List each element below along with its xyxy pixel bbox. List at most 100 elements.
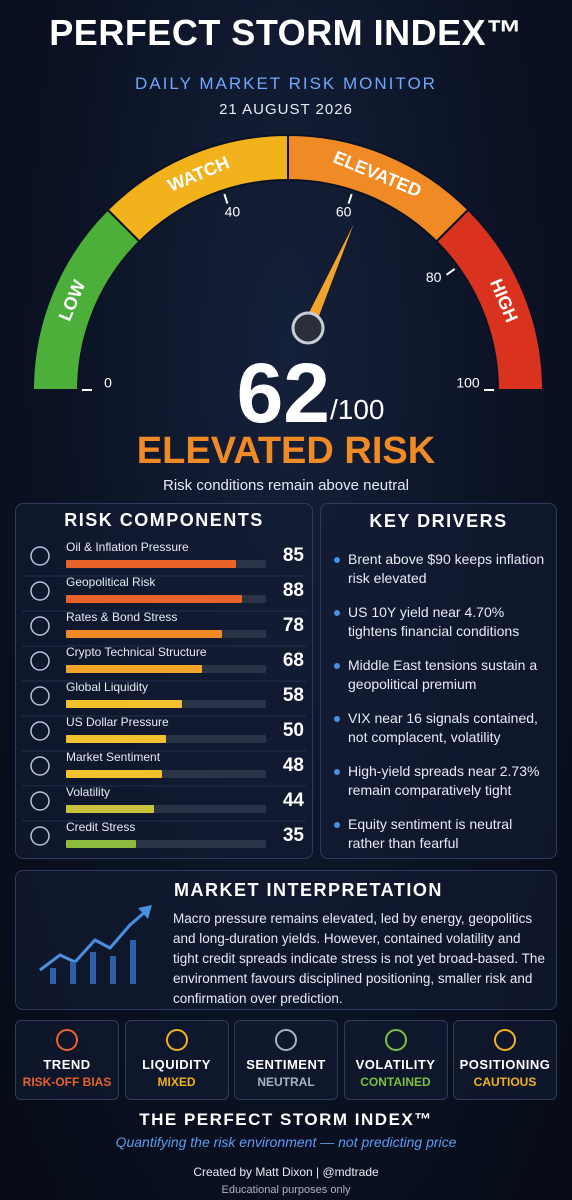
gauge-zone	[435, 208, 545, 391]
caption: Risk conditions remain above neutral	[163, 477, 409, 494]
driver-bullet	[334, 716, 340, 722]
interpretation-text: Macro pressure remains elevated, led by …	[173, 911, 545, 1006]
date: 21 AUGUST 2026	[219, 101, 353, 118]
component-icon	[30, 616, 50, 636]
tile-label: LIQUIDITY	[142, 1057, 211, 1072]
tile-icon	[56, 1029, 78, 1051]
gauge-tick-label: 100	[456, 375, 480, 391]
interpretation-title: MARKET INTERPRETATION	[174, 880, 443, 900]
component-label: Credit Stress	[66, 820, 135, 834]
driver-text: Brent above $90 keeps inflation risk ele…	[348, 551, 545, 586]
score-scale: /100	[330, 394, 385, 425]
tile-status: CAUTIOUS	[473, 1075, 537, 1089]
component-icon	[30, 826, 50, 846]
component-label: Geopolitical Risk	[66, 575, 156, 589]
footer-disclaimer: Educational purposes only	[221, 1184, 351, 1196]
trend-bars	[50, 940, 136, 984]
component-value: 48	[283, 755, 304, 776]
driver-text: Middle East tensions sustain a geopoliti…	[348, 657, 538, 692]
score: 62	[236, 346, 330, 440]
footer-title: THE PERFECT STORM INDEX™	[139, 1110, 433, 1129]
driver-text: High-yield spreads near 2.73% remain com…	[348, 763, 540, 798]
tile-icon-shape	[56, 1029, 78, 1051]
driver-bullet	[334, 769, 340, 775]
tile-status: NEUTRAL	[257, 1075, 315, 1089]
trend-arrow	[138, 905, 152, 919]
component-icon	[30, 721, 50, 741]
status-tile: LIQUIDITY MIXED	[124, 1020, 229, 1100]
drivers-title: KEY DRIVERS	[369, 511, 508, 531]
status-tile: POSITIONING CAUTIOUS	[453, 1020, 557, 1100]
component-bar	[66, 665, 202, 673]
tile-status: MIXED	[157, 1075, 196, 1089]
component-label: Rates & Bond Stress	[66, 610, 177, 624]
gauge-tick-label: 40	[225, 204, 241, 220]
component-value: 85	[283, 545, 305, 566]
tile-icon	[384, 1029, 407, 1051]
driver-bullet	[334, 663, 340, 669]
component-icon	[30, 756, 50, 776]
trend-illustration	[39, 905, 152, 984]
driver-bullet	[334, 610, 340, 616]
tile-icon-shape	[494, 1029, 516, 1051]
status-tile: SENTIMENT NEUTRAL	[234, 1020, 338, 1100]
component-bar	[66, 735, 166, 743]
component-icon	[30, 651, 50, 671]
gauge-pivot	[291, 311, 325, 345]
component-bar	[66, 595, 242, 603]
footer-tagline: Quantifying the risk environment — not p…	[115, 1134, 457, 1150]
component-icon	[30, 791, 50, 811]
gauge-tick-label: 80	[426, 269, 442, 285]
driver-bullet	[334, 822, 340, 828]
tile-status: CONTAINED	[360, 1075, 431, 1089]
component-icon	[30, 581, 50, 601]
status: ELEVATED RISK	[136, 430, 436, 472]
gauge-tick	[445, 268, 456, 276]
gauge-tick-label: 0	[104, 375, 112, 391]
tile-label: VOLATILITY	[355, 1057, 436, 1072]
component-bar	[66, 630, 222, 638]
tile-icon	[165, 1029, 188, 1051]
component-label: Crypto Technical Structure	[66, 645, 207, 659]
tile-icon	[275, 1029, 297, 1051]
component-bar	[66, 770, 162, 778]
title: PERFECT STORM INDEX™	[49, 12, 523, 53]
tile-icon-shape	[165, 1029, 188, 1051]
subtitle: DAILY MARKET RISK MONITOR	[135, 74, 437, 93]
trend-line	[39, 910, 146, 972]
component-value: 68	[283, 650, 304, 671]
gauge-needle	[302, 224, 354, 331]
component-bar	[66, 805, 154, 813]
component-value: 78	[283, 615, 304, 636]
gauge-tick-label: 60	[336, 204, 352, 220]
footer-credit: Created by Matt Dixon | @mdtrade	[193, 1165, 379, 1179]
component-value: 44	[283, 790, 305, 811]
component-value: 35	[283, 825, 305, 846]
component-label: Oil & Inflation Pressure	[66, 540, 189, 554]
component-label: US Dollar Pressure	[66, 715, 169, 729]
driver-text: VIX near 16 signals contained, not compl…	[348, 710, 538, 745]
tile-label: TREND	[43, 1057, 91, 1072]
tile-label: POSITIONING	[459, 1057, 551, 1072]
gauge-tick	[223, 193, 229, 204]
component-value: 58	[283, 685, 304, 706]
component-icon	[30, 686, 50, 706]
drivers-panel	[320, 503, 557, 859]
component-label: Volatility	[66, 785, 110, 799]
driver-text: Equity sentiment is neutral rather than …	[348, 816, 513, 851]
component-label: Market Sentiment	[66, 750, 161, 764]
driver-text: US 10Y yield near 4.70% tightens financi…	[348, 604, 520, 639]
status-tile: TREND RISK-OFF BIAS	[15, 1020, 119, 1100]
component-value: 88	[283, 580, 304, 601]
driver-bullet	[334, 557, 340, 563]
component-bar	[66, 560, 236, 568]
component-value: 50	[283, 720, 304, 741]
tile-icon-shape	[384, 1029, 407, 1051]
tile-icon	[494, 1029, 516, 1051]
tile-status: RISK-OFF BIAS	[22, 1075, 112, 1089]
gauge-tick	[347, 193, 353, 204]
component-icon	[30, 546, 50, 566]
component-bar	[66, 840, 136, 848]
